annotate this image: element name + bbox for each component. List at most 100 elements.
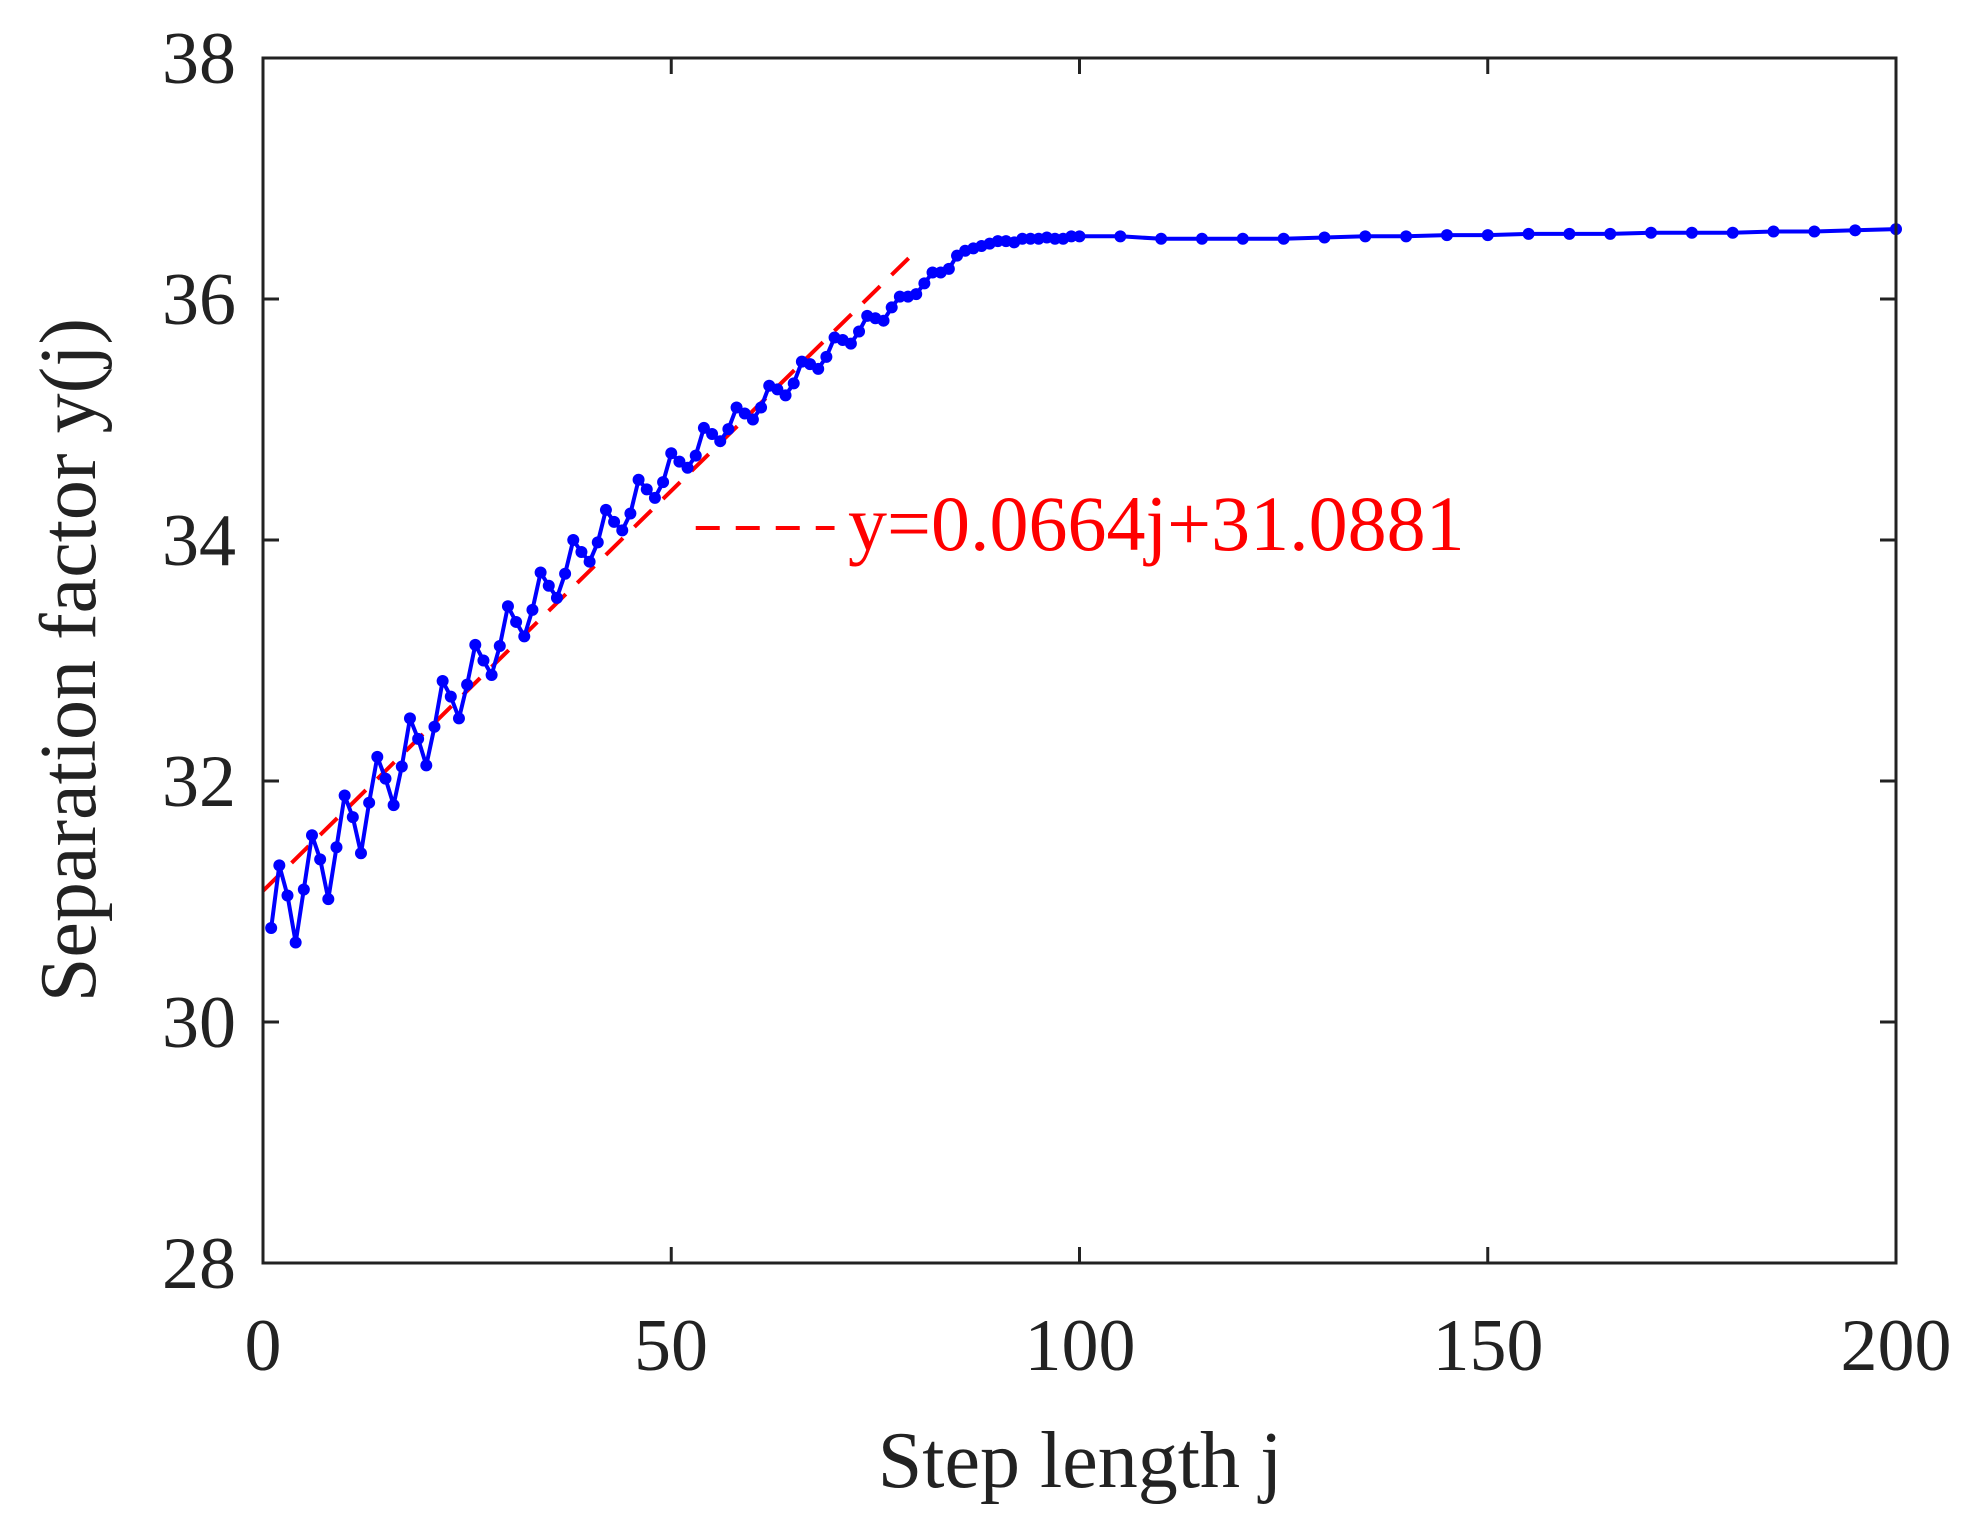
data-point bbox=[689, 449, 702, 462]
data-point bbox=[591, 536, 604, 549]
data-point bbox=[1195, 232, 1208, 245]
data-point bbox=[485, 668, 498, 681]
y-tick-label-3: 34 bbox=[162, 500, 236, 582]
data-point bbox=[501, 600, 514, 613]
data-point bbox=[526, 603, 539, 616]
data-point bbox=[354, 847, 367, 860]
data-point bbox=[1522, 227, 1535, 240]
data-point bbox=[918, 277, 931, 290]
y-tick-label-2: 32 bbox=[162, 741, 236, 823]
data-point bbox=[330, 841, 343, 854]
data-point bbox=[632, 473, 645, 486]
data-point bbox=[305, 829, 318, 842]
data-point bbox=[550, 591, 563, 604]
fit-line bbox=[261, 249, 918, 893]
data-point bbox=[1685, 226, 1698, 239]
data-point bbox=[755, 401, 768, 414]
data-point bbox=[1114, 230, 1127, 243]
data-point bbox=[534, 566, 547, 579]
data-point bbox=[812, 362, 825, 375]
data-point bbox=[436, 674, 449, 687]
data-point bbox=[706, 427, 719, 440]
data-point bbox=[657, 476, 670, 489]
data-point bbox=[493, 640, 506, 653]
data-point bbox=[1073, 230, 1086, 243]
data-point bbox=[1481, 229, 1494, 242]
data-point bbox=[853, 325, 866, 338]
data-point bbox=[297, 883, 310, 896]
axis-ticks bbox=[261, 56, 1898, 1265]
data-point bbox=[542, 579, 555, 592]
data-point bbox=[787, 377, 800, 390]
data-point bbox=[624, 507, 637, 520]
data-point bbox=[616, 524, 629, 537]
data-point bbox=[648, 491, 661, 504]
data-point bbox=[779, 389, 792, 402]
data-point bbox=[1604, 227, 1617, 240]
x-tick-label-3: 150 bbox=[1433, 1305, 1544, 1387]
data-point bbox=[1808, 225, 1821, 238]
y-tick-label-4: 36 bbox=[162, 259, 236, 341]
data-point bbox=[1359, 230, 1372, 243]
data-point bbox=[510, 615, 523, 628]
y-axis-title: Separation factor y(j) bbox=[25, 318, 113, 1002]
data-point bbox=[583, 555, 596, 568]
data-point bbox=[1318, 231, 1331, 244]
data-point bbox=[420, 759, 433, 772]
data-point bbox=[1645, 226, 1658, 239]
data-point bbox=[1849, 224, 1862, 237]
data-point bbox=[379, 772, 392, 785]
data-point bbox=[265, 922, 278, 935]
x-tick-label-1: 50 bbox=[634, 1305, 708, 1387]
data-point bbox=[346, 811, 359, 824]
data-point bbox=[714, 435, 727, 448]
fit-equation-label: y=0.0664j+31.0881 bbox=[848, 480, 1465, 567]
data-point bbox=[1440, 229, 1453, 242]
data-point bbox=[452, 712, 465, 725]
data-point bbox=[273, 859, 286, 872]
y-tick-label-0: 28 bbox=[162, 1223, 236, 1305]
data-point bbox=[942, 262, 955, 275]
x-tick-label-0: 0 bbox=[245, 1305, 282, 1387]
data-point bbox=[820, 350, 833, 363]
data-point bbox=[599, 503, 612, 516]
x-tick-label-4: 200 bbox=[1841, 1305, 1952, 1387]
x-tick-label-2: 100 bbox=[1025, 1305, 1136, 1387]
data-point bbox=[395, 760, 408, 773]
data-point bbox=[338, 789, 351, 802]
data-point bbox=[1767, 225, 1780, 238]
data-point bbox=[403, 712, 416, 725]
data-point bbox=[640, 483, 653, 496]
data-point bbox=[371, 750, 384, 763]
data-point bbox=[387, 799, 400, 812]
data-point bbox=[412, 732, 425, 745]
data-point bbox=[665, 447, 678, 460]
data-point bbox=[1236, 232, 1249, 245]
data-point bbox=[461, 678, 474, 691]
data-point bbox=[444, 690, 457, 703]
data-point bbox=[746, 413, 759, 426]
data-point bbox=[289, 936, 302, 949]
data-point bbox=[681, 461, 694, 474]
y-tick-label-1: 30 bbox=[162, 982, 236, 1064]
data-point bbox=[844, 337, 857, 350]
data-point bbox=[575, 546, 588, 559]
data-point bbox=[1726, 226, 1739, 239]
data-point bbox=[910, 288, 923, 301]
data-point bbox=[322, 893, 335, 906]
data-point bbox=[722, 423, 735, 436]
data-point bbox=[1277, 232, 1290, 245]
data-point bbox=[1155, 232, 1168, 245]
y-tick-label-5: 38 bbox=[162, 18, 236, 100]
data-point bbox=[1563, 227, 1576, 240]
data-point bbox=[314, 853, 327, 866]
data-point bbox=[608, 515, 621, 528]
data-point bbox=[477, 654, 490, 667]
data-point bbox=[428, 720, 441, 733]
plot-marks bbox=[261, 223, 1902, 949]
data-point bbox=[518, 630, 531, 643]
data-point bbox=[1400, 230, 1413, 243]
data-point bbox=[559, 567, 572, 580]
